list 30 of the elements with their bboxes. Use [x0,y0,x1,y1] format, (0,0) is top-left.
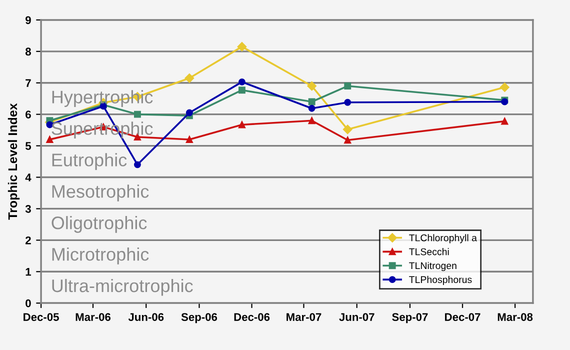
legend-label: TLNitrogen [409,262,456,272]
x-tick-label: Dec-07 [445,313,480,321]
legend-label: TLSecchi [409,248,449,256]
x-tick-label: Mar-06 [76,313,111,321]
x-tick-label: Mar-07 [286,313,322,321]
y-tick-label: 0 [26,299,31,308]
annotation: Mesotrophic [52,184,149,202]
x-tick-label: Sep-07 [392,313,428,324]
y-tick-label: 6 [26,110,31,118]
y-tick-label: 8 [25,48,31,56]
y-tick-label: 4 [25,174,32,182]
x-tick-label: Dec-05 [24,313,59,321]
legend-label: TLPhosphorus [409,276,472,285]
annotation: Oligotrophic [52,216,147,233]
y-tick-label: 2 [26,236,31,244]
x-tick-label: Jun-06 [128,313,164,321]
y-tick-label: 7 [26,79,31,87]
y-tick-label: 1 [26,268,32,276]
x-tick-label: Sep-06 [181,313,218,324]
y-tick-label: 3 [25,204,31,213]
x-tick-label: Jun-07 [339,313,374,321]
annotation: Eutrophic [52,153,127,170]
y-axis-title: Trophic Level Index [8,103,20,220]
legend-label: TLChlorophyll a [409,234,477,244]
x-tick-label: Dec-06 [234,313,270,321]
y-tick-label: 9 [26,16,31,24]
y-tick-label: 5 [25,142,32,150]
x-tick-label: Mar-08 [498,313,533,321]
annotation: Microtrophic [52,247,149,264]
annotation: Ultra-microtrophic [52,278,193,296]
